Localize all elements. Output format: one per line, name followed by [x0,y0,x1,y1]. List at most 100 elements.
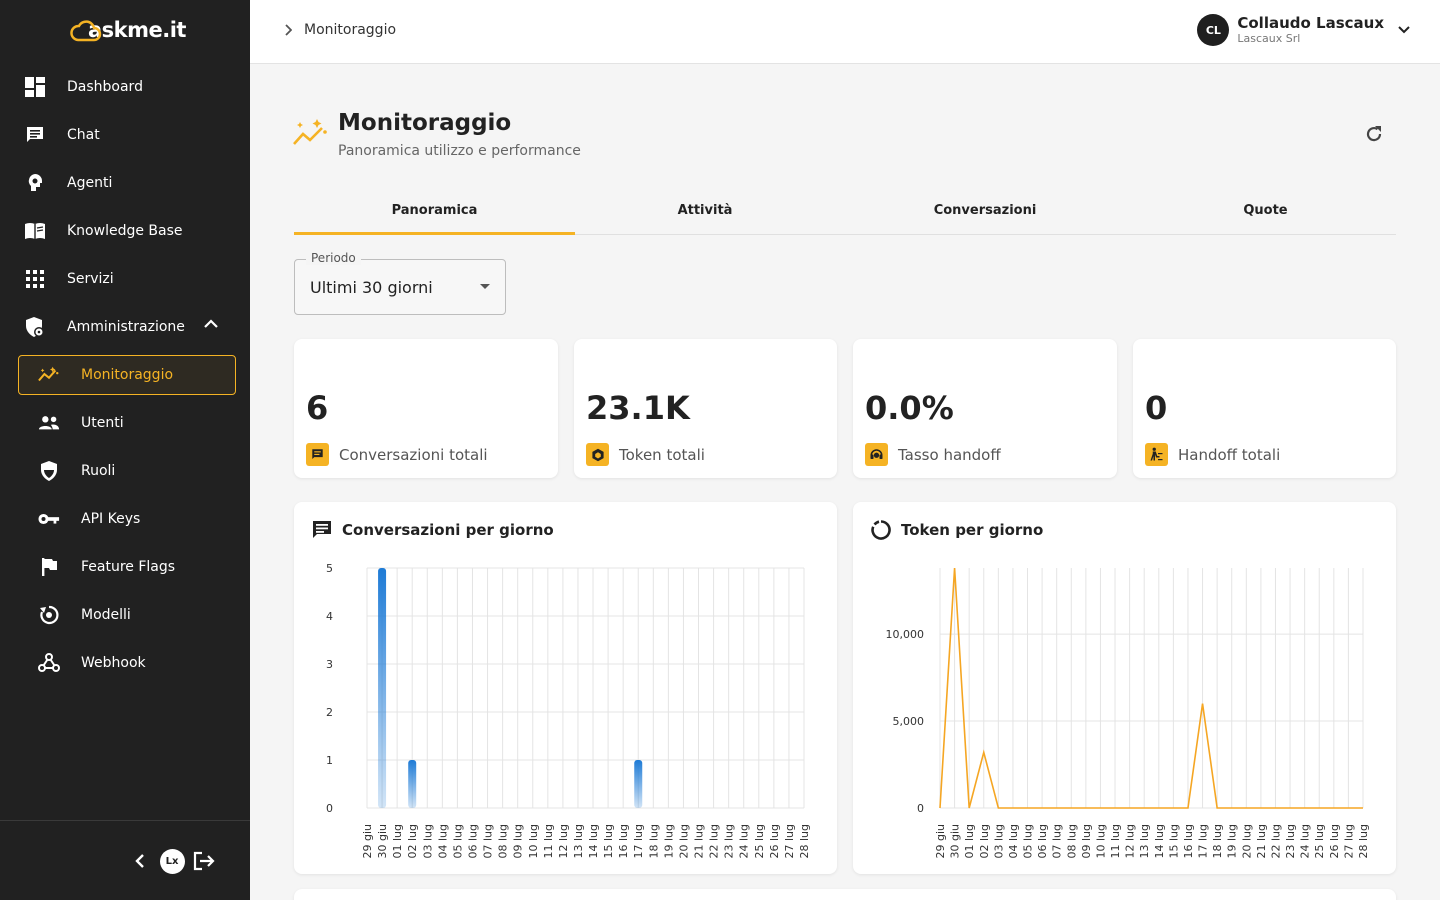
x-tick-label: 09 lug [512,824,525,859]
shield-icon [38,460,60,482]
next-card [294,889,1396,900]
x-tick-label: 19 lug [662,824,675,859]
logout-button[interactable] [192,848,216,874]
chat-icon [24,124,46,146]
period-value: Ultimi 30 giorni [310,278,433,297]
sidebar-item-label: Amministrazione [67,319,185,335]
sidebar-item-chat[interactable]: Chat [0,115,250,155]
stat-card-handoff-totali: 0 Handoff totali [1133,339,1396,478]
logo[interactable]: askme.it [70,18,186,42]
x-tick-label: 05 lug [451,824,464,859]
x-tick-label: 10 lug [527,824,540,859]
topbar: Monitoraggio CL Collaudo Lascaux Lascaux… [250,0,1440,64]
chart-title: Token per giorno [871,520,1043,540]
sidebar-item-api-keys[interactable]: API Keys [0,499,250,539]
chevron-left-icon [135,854,144,868]
sidebar-item-knowledge-base[interactable]: Knowledge Base [0,211,250,251]
x-tick-label: 11 lug [1109,824,1122,859]
users-icon [38,412,60,434]
sidebar-item-label: Webhook [81,655,146,671]
chart-title: Conversazioni per giorno [312,520,554,540]
sidebar: askme.it Dashboard Chat Agenti Knowledge… [0,0,250,900]
x-tick-label: 14 lug [587,824,600,859]
x-tick-label: 22 lug [708,824,721,859]
x-tick-label: 11 lug [542,824,555,859]
y-tick-label: 0 [326,802,333,815]
y-tick-label: 10,000 [886,628,925,641]
x-tick-label: 13 lug [572,824,585,859]
x-tick-label: 18 lug [1211,824,1224,859]
sidebar-item-label: Chat [67,127,100,143]
sidebar-item-feature-flags[interactable]: Feature Flags [0,547,250,587]
x-tick-label: 04 lug [436,824,449,859]
page-title: Monitoraggio [338,110,512,136]
token-icon [586,443,609,466]
series-line [939,567,1363,809]
x-tick-label: 29 giu [361,824,374,859]
x-tick-label: 29 giu [934,824,947,859]
x-tick-label: 28 lug [1357,824,1370,859]
x-tick-label: 12 lug [1124,824,1137,859]
stat-card-conversazioni: 6 Conversazioni totali [294,339,558,478]
x-tick-label: 16 lug [617,824,630,859]
sidebar-item-servizi[interactable]: Servizi [0,259,250,299]
stat-label: Conversazioni totali [339,445,488,464]
sidebar-item-label: Ruoli [81,463,116,479]
tab-quote[interactable]: Quote [1243,203,1288,218]
sidebar-item-label: API Keys [81,511,141,527]
tab-attivita[interactable]: Attività [677,203,733,218]
breadcrumb: Monitoraggio [284,22,396,38]
bar-chart: 0 1 2 3 4 5 29 giu 30 giu 01 lug 02 lug 03 lug 04 l… [326,562,811,859]
sidebar-item-modelli[interactable]: Modelli [0,595,250,635]
period-select[interactable]: Periodo Ultimi 30 giorni [294,251,506,315]
tab-conversazioni[interactable]: Conversazioni [933,203,1037,218]
x-tick-label: 17 lug [632,824,645,859]
y-tick-label: 1 [326,754,333,767]
cloud-logo-icon [70,20,102,42]
sidebar-item-monitoraggio[interactable]: Monitoraggio [18,355,236,395]
refresh-button[interactable] [1364,124,1384,148]
lx-badge-text: Lx [159,848,185,874]
lx-badge[interactable]: Lx [159,848,185,874]
page-subtitle: Panoramica utilizzo e performance [338,143,581,159]
chart-card-conversazioni: Conversazioni per giorno 0 1 2 3 4 5 29 giu 30 … [294,502,837,874]
sidebar-item-ruoli[interactable]: Ruoli [0,451,250,491]
book-icon [24,220,46,242]
insights-icon [38,364,60,386]
sidebar-item-webhook[interactable]: Webhook [0,643,250,683]
period-label: Periodo [306,251,361,265]
y-tick-label: 0 [917,802,924,815]
x-tick-label: 26 lug [768,824,781,859]
logo-text: askme.it [88,18,186,42]
x-tick-label: 05 lug [1022,824,1035,859]
x-tick-label: 21 lug [1255,824,1268,859]
chart-title-text: Token per giorno [901,521,1044,539]
x-tick-label: 28 lug [798,824,811,859]
chat-icon [306,443,329,466]
sidebar-item-label: Utenti [81,415,124,431]
collapse-sidebar-button[interactable] [132,848,148,874]
user-menu[interactable]: CL Collaudo Lascaux Lascaux Srl [1197,14,1410,46]
sidebar-item-dashboard[interactable]: Dashboard [0,67,250,107]
chart-title-text: Conversazioni per giorno [342,521,554,539]
x-tick-label: 06 lug [466,824,479,859]
x-tick-label: 20 lug [677,824,690,859]
apps-grid-icon [24,268,46,290]
chat-icon [313,521,331,538]
x-tick-label: 13 lug [1138,824,1151,859]
avatar: CL [1197,14,1230,46]
sidebar-item-label: Dashboard [67,79,143,95]
x-tick-label: 01 lug [391,824,404,859]
chevron-up-icon[interactable] [204,319,218,329]
stat-label: Token totali [619,445,705,464]
x-tick-label: 26 lug [1328,824,1341,859]
x-tick-label: 30 giu [949,824,962,859]
tab-panoramica[interactable]: Panoramica [294,192,575,235]
sidebar-item-agenti[interactable]: Agenti [0,163,250,203]
y-tick-label: 3 [326,658,333,671]
breadcrumb-item[interactable]: Monitoraggio [304,22,397,38]
sidebar-item-amministrazione[interactable]: Amministrazione [0,307,250,347]
sidebar-item-utenti[interactable]: Utenti [0,403,250,443]
x-tick-label: 04 lug [1007,824,1020,859]
x-tick-label: 08 lug [497,824,510,859]
